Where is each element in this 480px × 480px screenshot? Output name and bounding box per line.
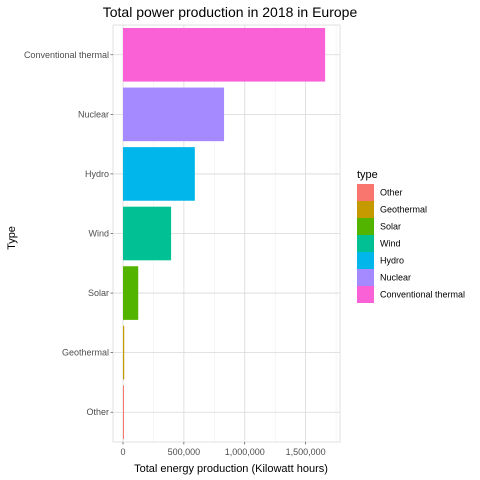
chart-title: Total power production in 2018 in Europe [103,4,358,20]
legend-swatch [357,201,374,218]
x-tick-label: 500,000 [168,447,201,457]
bar-solar [123,266,139,320]
y-axis-title: Type [6,226,18,250]
legend-label: Other [380,188,403,198]
bar-other [123,385,124,440]
y-tick-label: Wind [88,229,109,239]
y-tick-label: Other [86,407,109,417]
legend-swatch [357,218,374,235]
legend-title: type [357,169,378,181]
y-tick-label: Solar [88,288,109,298]
bar-nuclear [123,87,225,142]
legend-label: Nuclear [380,273,411,283]
x-tick-label: 0 [120,447,125,457]
legend: type Other Geothermal Solar Wind Hydro Nuclea… [357,169,465,303]
bar-hydro [123,147,195,201]
legend-label: Hydro [380,256,404,266]
y-tick-label: Geothermal [62,348,109,358]
y-tick-label: Conventional thermal [24,50,109,60]
bar-conventional-thermal [123,27,326,82]
plot-panel: Conventional thermal Nuclear Hydro Wind Sola… [24,24,341,457]
legend-label: Conventional thermal [380,290,465,300]
bar-wind [123,206,172,261]
x-tick-label: 1,000,000 [225,447,265,457]
x-tick-label: 1,500,000 [286,447,326,457]
legend-label: Wind [380,239,401,249]
y-tick-label: Nuclear [78,109,109,119]
legend-swatch [357,235,374,252]
legend-swatch [357,269,374,286]
x-axis-title: Total energy production (Kilowatt hours) [134,463,328,475]
legend-swatch [357,286,374,303]
y-tick-label: Hydro [85,169,109,179]
legend-swatch [357,184,374,201]
legend-swatch [357,252,374,269]
legend-label: Geothermal [380,205,427,215]
legend-label: Solar [380,222,401,232]
bar-geothermal [123,325,125,380]
